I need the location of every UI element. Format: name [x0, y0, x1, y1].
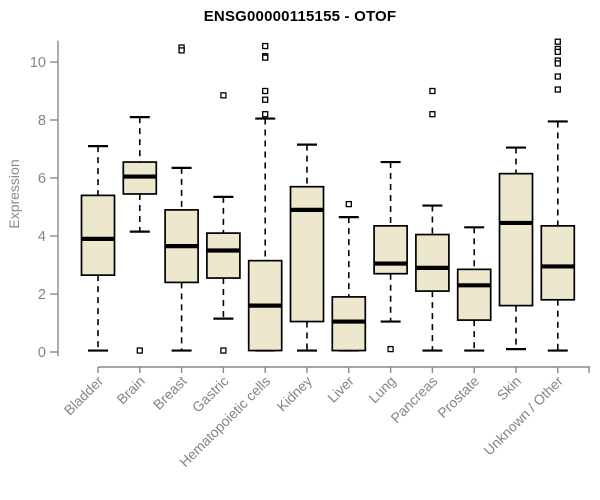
outlier-point [554, 38, 561, 45]
iqr-box [289, 185, 325, 323]
outlier-point [220, 92, 227, 99]
outlier-point [262, 96, 269, 103]
outlier-point [387, 345, 394, 353]
outlier-point [554, 60, 561, 67]
x-tick-label: Bladder [61, 373, 107, 419]
outlier-point [262, 54, 269, 61]
outlier-point [554, 86, 561, 93]
box-hematopoietic-cells [247, 42, 283, 352]
outlier-point [262, 111, 269, 118]
x-tick-label: Skin [494, 373, 525, 404]
box-brain [122, 115, 158, 354]
outlier-point [345, 200, 352, 208]
outlier-point [429, 111, 436, 118]
x-axis [97, 366, 590, 373]
iqr-box [540, 225, 576, 301]
box-unknown-other [540, 38, 576, 352]
x-tick-label: Kidney [274, 373, 316, 415]
x-tick-label: Liver [324, 373, 357, 406]
box-skin [498, 146, 534, 351]
x-tick-label: Unknown / Other [480, 373, 566, 459]
outlier-point [429, 87, 436, 95]
box-bladder [80, 145, 116, 352]
iqr-box [498, 172, 534, 307]
y-tick-label: 0 [38, 345, 46, 361]
outlier-point [178, 47, 185, 54]
iqr-box [80, 194, 116, 276]
outlier-point [554, 48, 561, 55]
box-prostate [456, 226, 492, 352]
iqr-box [331, 296, 367, 352]
chart-title: ENSG00000115155 - OTOF [203, 8, 397, 25]
box-breast [164, 44, 199, 352]
box-lung [373, 160, 408, 353]
iqr-box [206, 232, 241, 279]
x-tick-label: Brain [113, 373, 147, 407]
x-tick-label: Lung [365, 373, 398, 406]
box-gastric [206, 92, 241, 354]
x-tick-label: Prostate [434, 373, 482, 421]
y-tick-label: 2 [38, 287, 46, 303]
y-tick-label: 6 [38, 171, 46, 187]
box-liver [331, 200, 367, 352]
iqr-box [373, 225, 408, 275]
outlier-point [554, 73, 561, 80]
y-tick-label: 10 [30, 55, 46, 71]
y-axis: 0 2 4 6 8 10 [30, 40, 59, 361]
box-kidney [289, 143, 325, 352]
y-tick-label: 4 [38, 229, 46, 245]
outlier-point [262, 87, 269, 95]
outlier-point [220, 347, 227, 354]
iqr-box [456, 268, 492, 321]
box-pancreas [415, 87, 450, 352]
outlier-point [136, 347, 143, 354]
iqr-box [415, 233, 450, 292]
y-tick-label: 8 [38, 113, 46, 129]
x-tick-label: Breast [150, 373, 190, 413]
outlier-point [262, 42, 269, 50]
